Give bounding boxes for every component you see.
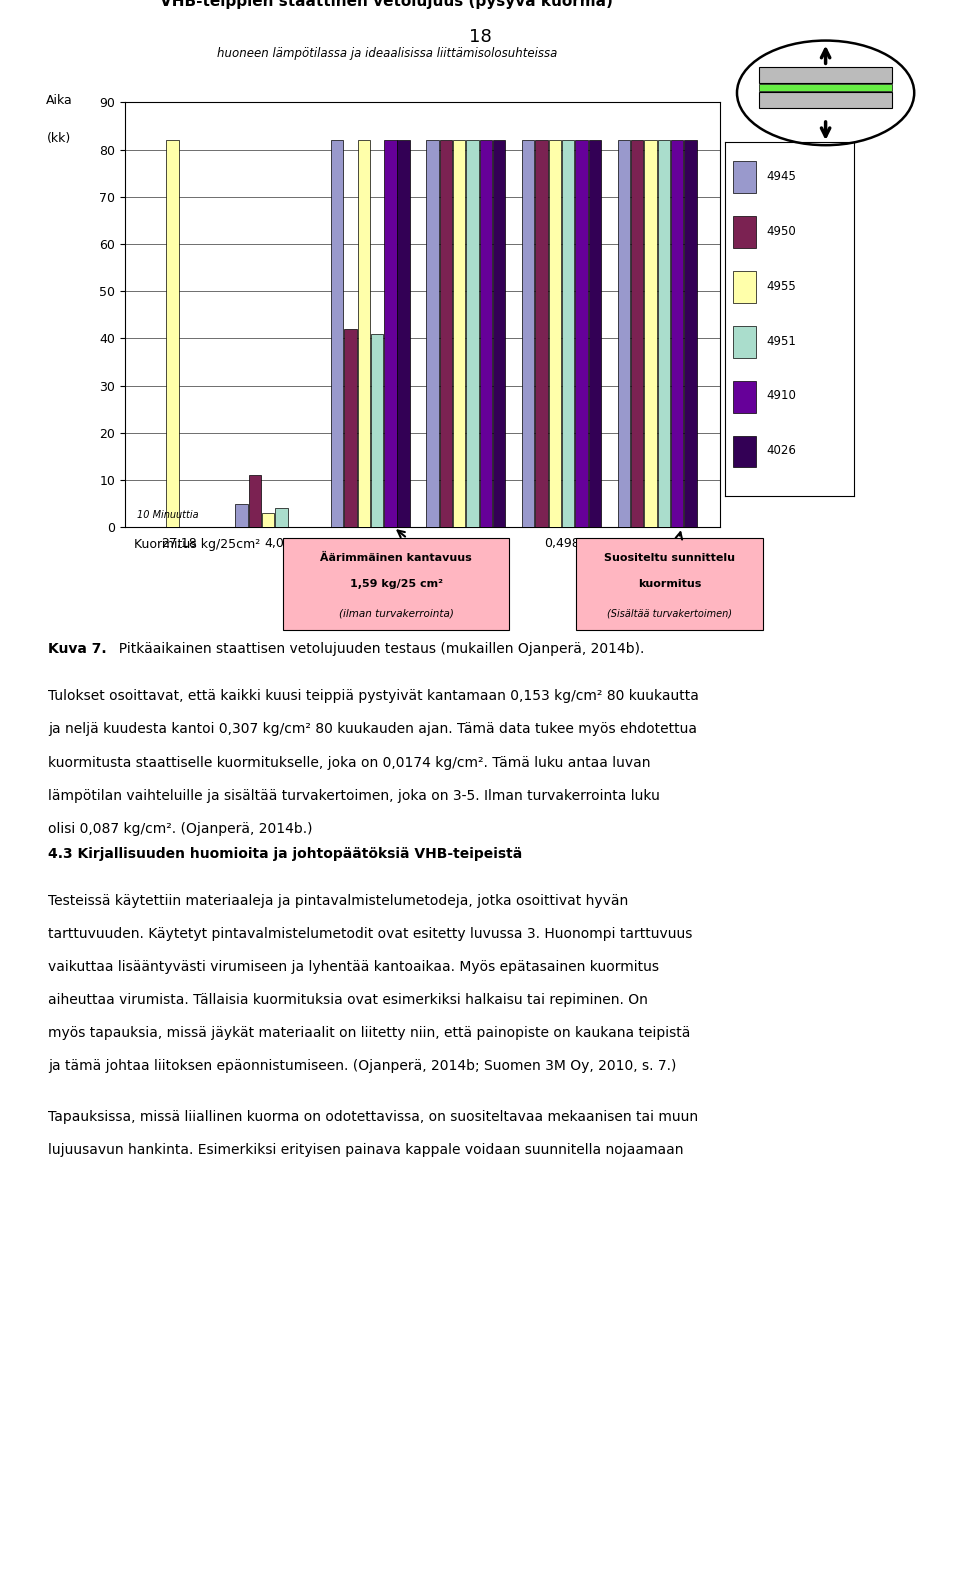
Bar [536,140,548,527]
Text: Testeissä käytettiin materiaaleja ja pintavalmistelumetodeja, jotka osoittivat h: Testeissä käytettiin materiaaleja ja pin… [48,894,628,908]
Text: (ilman turvakerrointa): (ilman turvakerrointa) [339,608,453,619]
Text: kuormitusta staattiselle kuormitukselle, joka on 0,0174 kg/cm². Tämä luku antaa : kuormitusta staattiselle kuormitukselle,… [48,756,651,770]
Text: kuormitus: kuormitus [637,579,702,589]
Bar [732,161,756,194]
Text: vaikuttaa lisääntyvästi virumiseen ja lyhentää kantoaikaa. Myös epätasainen kuor: vaikuttaa lisääntyvästi virumiseen ja ly… [48,960,659,974]
Text: Äärimmäinen kantavuus: Äärimmäinen kantavuus [320,554,472,563]
Bar [262,513,275,527]
Bar [166,140,179,527]
Text: Kuormitus kg/25cm²: Kuormitus kg/25cm² [134,538,261,551]
Text: myös tapauksia, missä jäykät materiaalit on liitetty niin, että painopiste on ka: myös tapauksia, missä jäykät materiaalit… [48,1026,690,1040]
Text: 4.3 Kirjallisuuden huomioita ja johtopäätöksiä VHB-teipeistä: 4.3 Kirjallisuuden huomioita ja johtopää… [48,847,522,861]
Text: ja neljä kuudesta kantoi 0,307 kg/cm² 80 kuukauden ajan. Tämä data tukee myös eh: ja neljä kuudesta kantoi 0,307 kg/cm² 80… [48,722,697,737]
Text: (kk): (kk) [47,132,71,145]
Text: olisi 0,087 kg/cm². (Ojanperä, 2014b.): olisi 0,087 kg/cm². (Ojanperä, 2014b.) [48,822,313,836]
Bar [467,140,479,527]
Bar [235,504,248,527]
Bar [732,216,756,247]
Text: lämpötilan vaihteluille ja sisältää turvakertoimen, joka on 3-5. Ilman turvakerr: lämpötilan vaihteluille ja sisältää turv… [48,789,660,803]
Text: 4950: 4950 [766,225,796,238]
Text: tarttuvuuden. Käytetyt pintavalmistelumetodit ovat esitetty luvussa 3. Huonompi : tarttuvuuden. Käytetyt pintavalmistelume… [48,927,692,941]
Bar [384,140,396,527]
Text: 4945: 4945 [766,170,796,183]
Bar [453,140,466,527]
Text: huoneen lämpötilassa ja ideaalisissa liittämisolosuhteissa: huoneen lämpötilassa ja ideaalisissa lii… [217,47,557,60]
Text: Tulokset osoittavat, että kaikki kuusi teippiä pystyivät kantamaan 0,153 kg/cm² : Tulokset osoittavat, että kaikki kuusi t… [48,689,699,704]
Bar [276,508,288,527]
Bar [671,140,684,527]
Text: 1,59 kg/25 cm²: 1,59 kg/25 cm² [349,579,443,589]
Text: Aika: Aika [46,94,73,107]
Bar [562,140,574,527]
Bar [426,140,439,527]
Text: Kuva 7.: Kuva 7. [48,642,107,656]
Bar [759,91,892,109]
Bar [732,271,756,302]
Bar [759,83,892,91]
Bar [732,381,756,412]
Text: 4910: 4910 [766,389,796,403]
Bar [575,140,588,527]
Text: VHB-teippien staattinen vetolujuus (pysyvä kuorma): VHB-teippien staattinen vetolujuus (pysy… [160,0,613,9]
Bar [397,140,410,527]
Bar [440,140,452,527]
Bar [658,140,670,527]
Bar [371,334,383,527]
Bar [249,475,261,527]
Bar [549,140,561,527]
Text: 4951: 4951 [766,335,796,348]
Text: lujuusavun hankinta. Esimerkiksi erityisen painava kappale voidaan suunnitella n: lujuusavun hankinta. Esimerkiksi erityis… [48,1143,684,1157]
Bar [631,140,643,527]
Text: aiheuttaa virumista. Tällaisia kuormituksia ovat esimerkiksi halkaisu tai repimi: aiheuttaa virumista. Tällaisia kuormituk… [48,993,648,1007]
Bar [759,66,892,83]
Bar [345,329,356,527]
Bar [588,140,601,527]
Bar [684,140,697,527]
Bar [732,436,756,467]
Text: 10 Minuuttia: 10 Minuuttia [137,510,199,519]
Text: (Sisältää turvakertoimen): (Sisältää turvakertoimen) [607,608,732,619]
Text: 4955: 4955 [766,280,796,293]
Bar [493,140,505,527]
Text: Pitkäaikainen staattisen vetolujuuden testaus (mukaillen Ojanperä, 2014b).: Pitkäaikainen staattisen vetolujuuden te… [110,642,645,656]
Bar [732,326,756,357]
Bar [480,140,492,527]
Text: Tapauksissa, missä liiallinen kuorma on odotettavissa, on suositeltavaa mekaanis: Tapauksissa, missä liiallinen kuorma on … [48,1110,698,1124]
Text: Suositeltu sunnittelu: Suositeltu sunnittelu [604,554,735,563]
Bar [357,140,370,527]
Bar [617,140,630,527]
Bar [522,140,535,527]
Text: 18: 18 [468,28,492,46]
Bar [331,140,344,527]
Bar [644,140,657,527]
Text: 4026: 4026 [766,444,796,458]
Text: ja tämä johtaa liitoksen epäonnistumiseen. (Ojanperä, 2014b; Suomen 3M Oy, 2010,: ja tämä johtaa liitoksen epäonnistumisee… [48,1059,677,1073]
